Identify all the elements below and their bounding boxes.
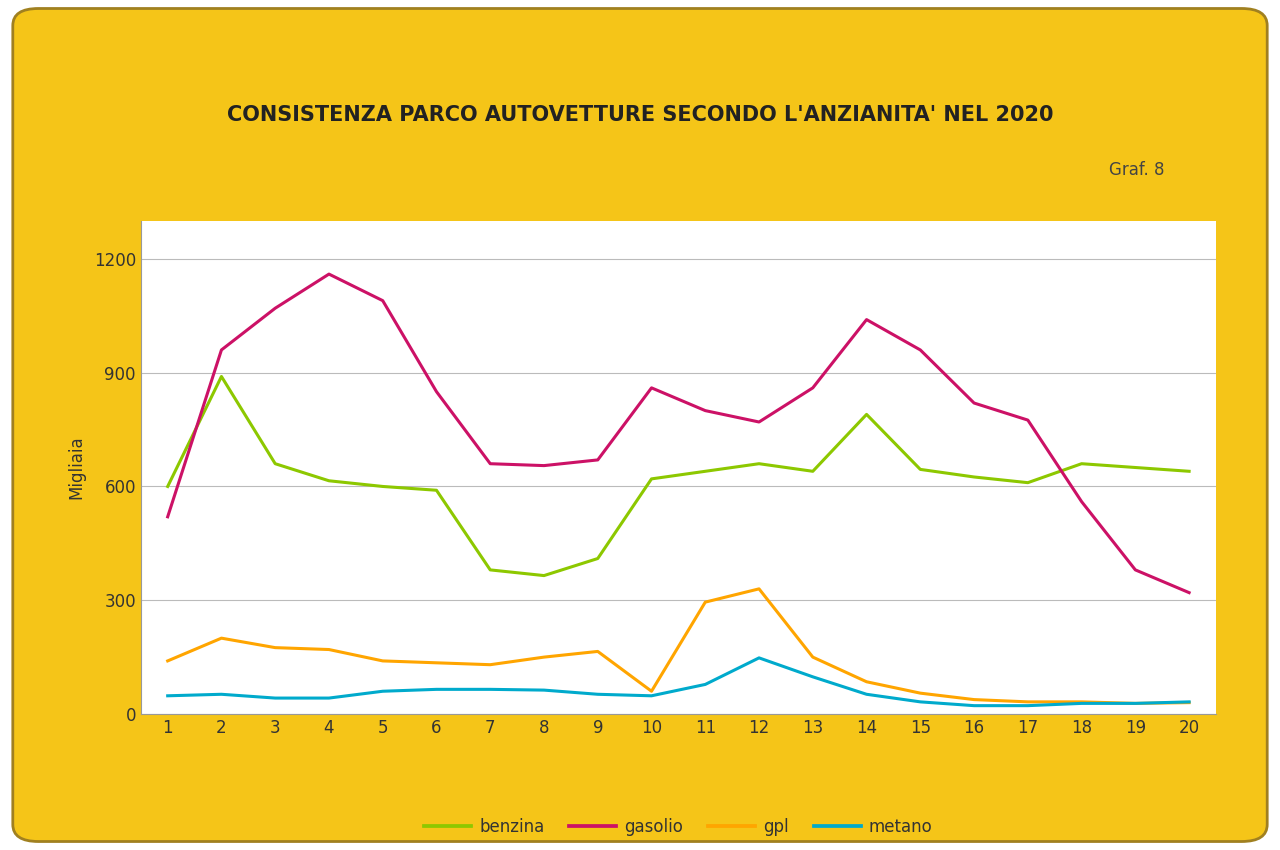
gasolio [429,387,444,397]
gpl [644,686,659,696]
gpl [859,677,874,687]
metano [375,686,390,696]
gpl [1128,699,1143,709]
gasolio [913,345,928,355]
gpl [751,584,767,594]
benzina [751,459,767,469]
metano [160,691,175,701]
gpl [698,597,713,607]
metano [1128,699,1143,709]
gasolio [805,382,820,393]
gpl [966,694,982,705]
gpl [805,652,820,662]
gasolio [859,314,874,325]
Line: metano: metano [168,658,1189,705]
benzina [1181,466,1197,476]
benzina [536,570,552,581]
Text: CONSISTENZA PARCO AUTOVETTURE SECONDO L'ANZIANITA' NEL 2020: CONSISTENZA PARCO AUTOVETTURE SECONDO L'… [227,105,1053,125]
gasolio [214,345,229,355]
metano [268,693,283,703]
metano [644,691,659,701]
benzina [644,473,659,484]
gpl [1020,697,1036,707]
benzina [483,564,498,575]
Y-axis label: Migliaia: Migliaia [68,436,86,499]
gasolio [483,459,498,469]
gpl [429,658,444,668]
gasolio [160,512,175,522]
gpl [1074,697,1089,707]
gpl [214,633,229,643]
benzina [375,481,390,491]
metano [429,684,444,694]
gpl [375,656,390,666]
benzina [859,410,874,420]
metano [536,685,552,695]
gpl [536,652,552,662]
metano [483,684,498,694]
benzina [214,371,229,382]
benzina [160,481,175,491]
benzina [268,459,283,469]
Legend: benzina, gasolio, gpl, metano: benzina, gasolio, gpl, metano [417,811,940,842]
metano [214,689,229,700]
benzina [698,466,713,476]
gpl [913,688,928,698]
gasolio [1128,564,1143,575]
benzina [1128,462,1143,473]
benzina [590,553,605,564]
benzina [1020,478,1036,488]
metano [966,700,982,711]
gpl [590,646,605,656]
metano [1181,697,1197,707]
benzina [1074,459,1089,469]
benzina [321,476,337,486]
gasolio [321,269,337,279]
Line: gasolio: gasolio [168,274,1189,592]
benzina [805,466,820,476]
gpl [321,644,337,654]
Line: benzina: benzina [168,377,1189,575]
gasolio [590,455,605,465]
gasolio [268,303,283,314]
gasolio [751,416,767,427]
gpl [483,660,498,670]
metano [859,689,874,700]
gasolio [1074,496,1089,507]
Text: Graf. 8: Graf. 8 [1110,161,1165,179]
gasolio [698,405,713,416]
gpl [160,656,175,666]
gpl [268,643,283,653]
benzina [966,472,982,482]
metano [1020,700,1036,711]
metano [590,689,605,700]
metano [913,697,928,707]
gasolio [1181,587,1197,598]
gasolio [536,461,552,471]
gpl [1181,698,1197,708]
Line: gpl: gpl [168,589,1189,704]
gasolio [1020,415,1036,425]
gasolio [644,382,659,393]
metano [321,693,337,703]
benzina [429,485,444,496]
metano [698,679,713,689]
gasolio [375,296,390,306]
benzina [913,464,928,474]
gasolio [966,398,982,408]
metano [805,672,820,682]
metano [751,653,767,663]
metano [1074,699,1089,709]
